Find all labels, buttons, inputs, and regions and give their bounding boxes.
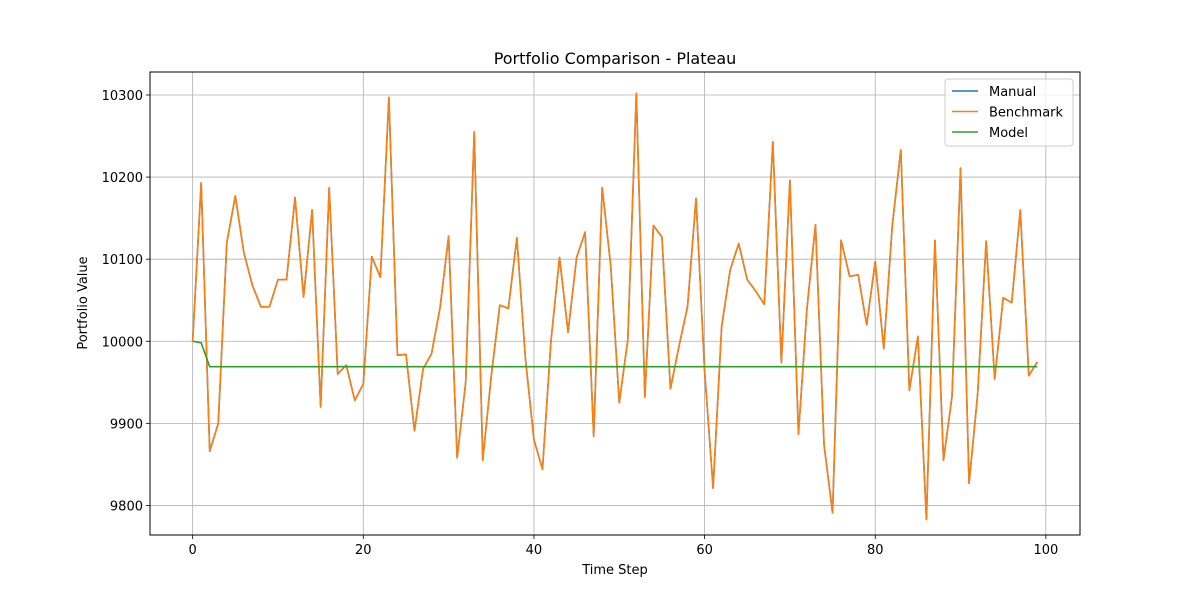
y-tick-label: 10300: [102, 89, 143, 104]
y-tick-label: 9800: [110, 499, 143, 514]
legend-label-benchmark: Benchmark: [989, 106, 1064, 121]
x-tick-label: 80: [867, 543, 884, 558]
plot-frame: [149, 71, 1081, 536]
x-tick-label: 20: [355, 543, 372, 558]
chart-title: Portfolio Comparison - Plateau: [494, 49, 737, 68]
legend-label-model: Model: [989, 126, 1028, 141]
y-axis-label: Portfolio Value: [76, 256, 91, 349]
x-tick-label: 100: [1033, 543, 1058, 558]
legend: Manual Benchmark Model: [944, 78, 1074, 147]
series-line-benchmark: [191, 92, 1039, 521]
y-tick-label: 10000: [102, 335, 143, 350]
series-lines: [191, 92, 1039, 521]
x-axis-ticks: 0 20 40 60 80 100: [189, 535, 1058, 558]
legend-box: [944, 78, 1074, 147]
y-tick-label: 10100: [102, 253, 143, 268]
y-axis-ticks: 9800 9900 10000 10100 10200 10300: [102, 89, 150, 514]
y-tick-label: 10200: [102, 171, 143, 186]
x-tick-label: 0: [189, 543, 197, 558]
x-axis-label: Time Step: [581, 563, 648, 578]
y-tick-label: 9900: [110, 417, 143, 432]
legend-label-manual: Manual: [989, 85, 1036, 100]
x-tick-label: 40: [526, 543, 543, 558]
x-tick-label: 60: [696, 543, 713, 558]
series-line-model: [192, 340, 1038, 368]
